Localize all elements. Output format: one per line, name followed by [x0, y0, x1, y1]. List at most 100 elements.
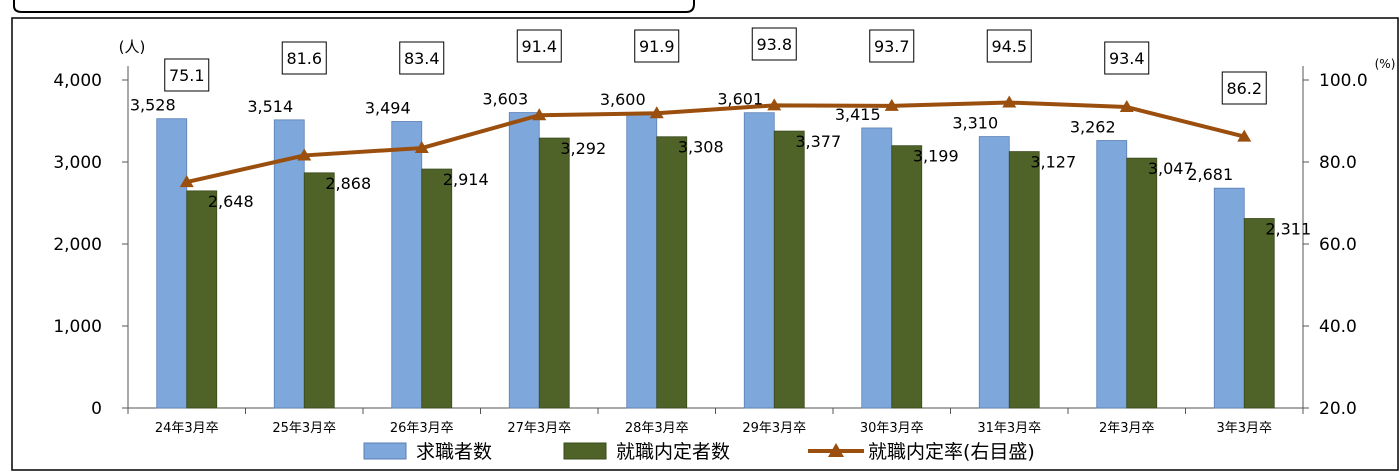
- bar-label-job-offers: 3,127: [1030, 153, 1076, 172]
- bar-label-job-offers: 3,377: [795, 132, 841, 151]
- bar-job-offers: [421, 168, 453, 409]
- legend-label-offer-rate: 就職内定率(右目盛): [868, 441, 1035, 463]
- line-point-offer-rate: [649, 106, 664, 119]
- bar-job-seekers: [626, 112, 658, 409]
- x-tick-label: 24年3月卒: [155, 421, 219, 436]
- right-axis-unit: (%): [1375, 57, 1396, 71]
- line-point-offer-rate: [1119, 100, 1134, 113]
- bar-job-offers: [186, 190, 218, 409]
- bar-label-job-offers: 3,292: [560, 139, 606, 158]
- bar-label-job-seekers: 3,514: [247, 97, 293, 116]
- bar-label-job-seekers: 3,494: [365, 98, 411, 117]
- rate-label-box: [751, 27, 797, 61]
- bar-job-offers: [303, 172, 335, 409]
- bar-label-job-seekers: 3,528: [130, 96, 176, 115]
- chart-frame: [11, 17, 1399, 471]
- right-tick-label: 100.0: [1319, 71, 1368, 91]
- bar-label-job-seekers: 3,600: [600, 90, 646, 109]
- x-tick-label: 29年3月卒: [742, 421, 806, 436]
- bar-job-offers: [1126, 157, 1158, 409]
- rate-label: 93.8: [756, 35, 792, 54]
- rate-label-box: [516, 29, 562, 63]
- bar-job-offers: [773, 130, 805, 409]
- x-tick-label: 26年3月卒: [390, 421, 454, 436]
- bar-label-job-offers: 2,914: [443, 170, 489, 189]
- line-point-offer-rate: [297, 148, 312, 161]
- bar-label-job-seekers: 3,603: [482, 90, 528, 109]
- line-point-offer-rate: [1002, 95, 1017, 108]
- rate-label: 75.1: [169, 66, 205, 85]
- rate-label: 86.2: [1226, 79, 1262, 98]
- bar-job-offers: [1008, 151, 1040, 409]
- rate-label-box: [1104, 41, 1150, 75]
- bar-job-seekers: [391, 121, 423, 409]
- bar-job-seekers: [1213, 187, 1245, 409]
- x-tick-label: 31年3月卒: [977, 421, 1041, 436]
- bar-label-job-offers: 2,648: [208, 192, 254, 211]
- bar-label-job-offers: 2,311: [1265, 219, 1311, 238]
- rate-label-box: [1221, 71, 1267, 105]
- bar-label-job-offers: 3,308: [678, 138, 724, 157]
- line-point-offer-rate: [532, 108, 547, 121]
- x-tick-label: 28年3月卒: [625, 421, 689, 436]
- right-tick-label: 60.0: [1319, 235, 1357, 255]
- bar-label-job-seekers: 3,415: [835, 105, 881, 124]
- left-tick-label: 1,000: [53, 317, 102, 337]
- bar-job-offers: [891, 145, 923, 409]
- line-point-offer-rate: [767, 98, 782, 111]
- rate-label-box: [399, 41, 445, 75]
- right-tick-label: 40.0: [1319, 317, 1357, 337]
- rate-label-box: [164, 58, 210, 92]
- top-caption-frame: [13, 0, 695, 13]
- line-point-offer-rate: [414, 141, 429, 154]
- x-tick-label: 2年3月卒: [1099, 421, 1155, 436]
- rate-label: 81.6: [286, 49, 322, 68]
- bar-job-seekers: [1096, 140, 1128, 409]
- legend-label-job-seekers: 求職者数: [416, 441, 492, 463]
- bar-label-job-seekers: 3,262: [1070, 118, 1116, 137]
- bar-job-seekers: [861, 127, 893, 409]
- x-tick-label: 30年3月卒: [860, 421, 924, 436]
- bar-job-seekers: [508, 112, 540, 409]
- rate-label-box: [281, 41, 327, 75]
- bar-label-job-offers: 3,047: [1148, 159, 1194, 178]
- bar-job-seekers: [156, 118, 188, 409]
- bar-job-seekers: [743, 112, 775, 409]
- bar-job-seekers: [978, 136, 1010, 409]
- left-axis-unit: (人): [119, 38, 146, 56]
- legend: 求職者数 就職内定者数 就職内定率(右目盛): [363, 441, 1035, 463]
- line-point-offer-rate: [1237, 129, 1252, 142]
- rate-label: 94.5: [991, 37, 1027, 56]
- rate-label: 91.9: [639, 37, 675, 56]
- rate-label: 83.4: [404, 49, 440, 68]
- x-tick-label: 27年3月卒: [507, 421, 571, 436]
- bar-job-seekers: [273, 119, 305, 409]
- legend-label-job-offers: 就職内定者数: [616, 441, 730, 463]
- bar-label-job-offers: 3,199: [913, 147, 959, 166]
- line-point-offer-rate: [884, 98, 899, 111]
- line-offer-rate: [186, 100, 1245, 185]
- x-tick-label: 3年3月卒: [1216, 421, 1272, 436]
- rate-label: 93.4: [1109, 49, 1145, 68]
- legend-swatch-offer-rate-marker: [828, 443, 844, 457]
- legend-swatch-job-seekers: [363, 442, 407, 460]
- bar-label-job-seekers: 3,601: [717, 90, 763, 109]
- bar-label-job-seekers: 2,681: [1187, 165, 1233, 184]
- left-tick-label: 2,000: [53, 235, 102, 255]
- bar-job-offers: [1243, 218, 1275, 409]
- rate-label: 91.4: [521, 37, 557, 56]
- left-tick-label: 0: [91, 399, 102, 419]
- left-tick-label: 3,000: [53, 153, 102, 173]
- rate-label-box: [869, 29, 915, 63]
- rate-label-box: [986, 29, 1032, 63]
- bar-job-offers: [656, 136, 688, 409]
- bar-label-job-seekers: 3,310: [952, 114, 998, 133]
- left-tick-label: 4,000: [53, 71, 102, 91]
- x-tick-label: 25年3月卒: [272, 421, 336, 436]
- right-tick-label: 80.0: [1319, 153, 1357, 173]
- rate-label-box: [634, 29, 680, 63]
- rate-label: 93.7: [874, 37, 910, 56]
- bar-label-job-offers: 2,868: [325, 174, 371, 193]
- bar-job-offers: [538, 137, 570, 409]
